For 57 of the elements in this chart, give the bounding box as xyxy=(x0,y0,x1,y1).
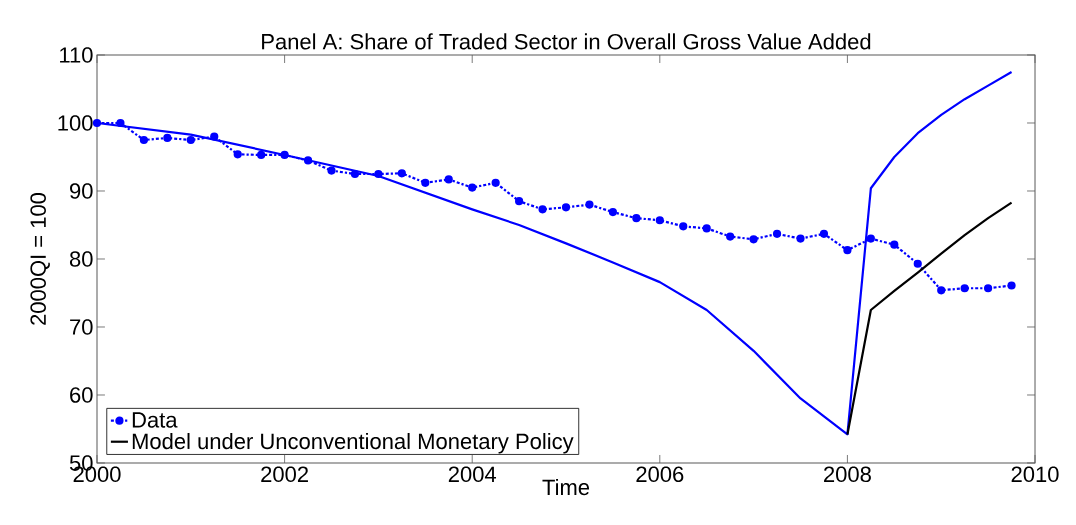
point xyxy=(913,259,922,268)
y-tick-label: 100 xyxy=(58,115,93,131)
point xyxy=(397,169,406,178)
point xyxy=(702,224,711,233)
point xyxy=(655,216,664,225)
point xyxy=(749,235,758,244)
point xyxy=(561,203,571,212)
point xyxy=(679,222,688,231)
point xyxy=(491,178,500,187)
point xyxy=(1007,281,1016,290)
point xyxy=(843,246,852,255)
y-tick-label: 60 xyxy=(70,387,93,403)
point xyxy=(984,284,993,293)
point xyxy=(257,150,266,160)
point xyxy=(374,169,383,179)
point xyxy=(421,178,430,187)
point xyxy=(444,175,453,184)
x-tick-label: 2010 xyxy=(1011,466,1059,483)
y-tick-label: 110 xyxy=(60,47,93,63)
point xyxy=(515,197,524,206)
x-tick-label: 2008 xyxy=(824,466,871,483)
point xyxy=(468,183,477,192)
point xyxy=(819,229,829,238)
y-tick-label: 90 xyxy=(70,183,93,199)
point xyxy=(92,118,102,128)
y-axis-title: 2000QI = 100 xyxy=(30,192,50,325)
point xyxy=(116,118,125,128)
x-tick-label: 2002 xyxy=(261,466,308,483)
legend-label: Data xyxy=(132,412,178,428)
point xyxy=(585,200,594,209)
point xyxy=(890,240,899,249)
y-tick-label: 70 xyxy=(70,319,93,335)
point xyxy=(233,150,242,159)
point xyxy=(726,232,735,241)
point xyxy=(960,284,969,293)
point xyxy=(303,156,313,165)
point xyxy=(327,166,336,175)
point xyxy=(937,286,946,295)
x-tick-label: 2006 xyxy=(636,466,684,483)
point xyxy=(186,135,195,145)
legend-label: Model under Unconventional Monetary Policy xyxy=(132,432,574,454)
point xyxy=(796,234,805,243)
point xyxy=(139,135,148,145)
point xyxy=(350,169,360,179)
x-tick-label: 2004 xyxy=(448,466,497,483)
chart-title: Panel A: Share of Traded Sector in Overall Gross Value Added xyxy=(262,33,871,50)
point xyxy=(210,132,219,141)
x-axis-title: Time xyxy=(542,478,590,496)
point xyxy=(280,150,289,160)
point xyxy=(538,205,547,214)
point xyxy=(772,229,782,238)
point xyxy=(608,207,618,217)
y-tick-label: 80 xyxy=(69,251,93,267)
line-series xyxy=(846,201,1013,436)
point xyxy=(163,133,172,143)
point xyxy=(866,234,875,243)
point xyxy=(632,214,641,223)
